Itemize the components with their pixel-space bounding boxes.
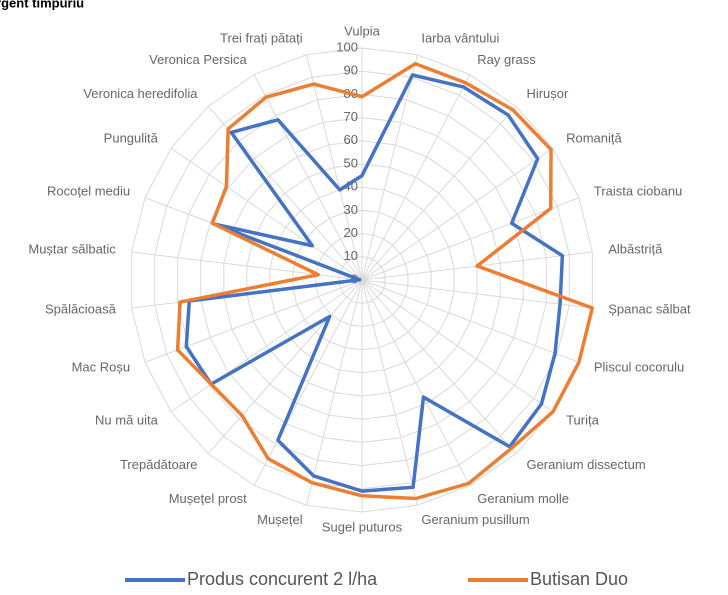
category-label: Șpanac sălbat (608, 301, 691, 316)
category-label: Veronica heredifolia (83, 86, 198, 101)
spoke (361, 74, 471, 281)
category-label: Veronica Persica (149, 52, 247, 67)
category-label: Sugel puturos (322, 519, 403, 534)
spoke (170, 147, 363, 281)
category-label: Mac Roșu (72, 359, 131, 374)
r-tick-label: 10 (344, 248, 358, 263)
r-tick-label: 70 (344, 109, 358, 124)
category-label: Nu mă uita (95, 412, 159, 427)
spoke (131, 251, 363, 281)
category-label: Turița (566, 412, 600, 427)
category-label: Mușețel prost (169, 491, 247, 506)
spoke (253, 279, 363, 486)
spoke (361, 54, 419, 281)
category-label: Romaniță (566, 131, 622, 146)
chart-title: emergent timpuriu (0, 0, 84, 10)
legend-label: Butisan Duo (530, 569, 628, 589)
r-tick-label: 60 (344, 132, 358, 147)
legend-label: Produs concurent 2 l/ha (187, 569, 378, 589)
spoke (361, 279, 554, 413)
spoke (253, 74, 363, 281)
spoke (361, 197, 580, 281)
series-line (184, 73, 565, 493)
category-label: Rocoțel mediu (47, 183, 130, 198)
category-label: Traista ciobanu (594, 183, 682, 198)
series-line (175, 62, 595, 501)
spoke (361, 279, 517, 454)
spoke (170, 279, 363, 413)
category-label: Albăstriță (608, 242, 663, 257)
spoke (361, 279, 580, 363)
category-label: Muștar sălbatic (28, 242, 116, 257)
category-label: Iarba vântului (421, 31, 499, 46)
r-tick-label: 30 (344, 202, 358, 217)
category-label: Pungulită (104, 131, 159, 146)
category-label: Vulpia (344, 23, 380, 38)
category-label: Trepădătoare (120, 457, 198, 472)
spoke (361, 279, 593, 309)
category-label: Spălăcioasă (45, 301, 117, 316)
r-tick-label: 20 (344, 225, 358, 240)
spoke (361, 279, 419, 506)
spoke (361, 279, 471, 486)
category-label: Trei frați pătați (220, 31, 303, 46)
spoke (144, 279, 363, 363)
category-label: Ray grass (477, 52, 536, 67)
category-label: Hirușor (526, 86, 569, 101)
category-label: Mușețel (257, 512, 303, 527)
spoke (305, 279, 363, 506)
spoke (361, 147, 554, 281)
category-label: Geranium pusillum (421, 512, 529, 527)
spoke (361, 106, 517, 281)
spoke (207, 279, 363, 454)
r-tick-label: 90 (344, 63, 358, 78)
category-label: Pliscul cocorulu (594, 359, 684, 374)
spoke (305, 54, 363, 281)
r-tick-label: 50 (344, 155, 358, 170)
category-label: Geranium molle (477, 491, 569, 506)
category-label: Geranium dissectum (526, 457, 645, 472)
r-tick-label: 100 (336, 39, 358, 54)
